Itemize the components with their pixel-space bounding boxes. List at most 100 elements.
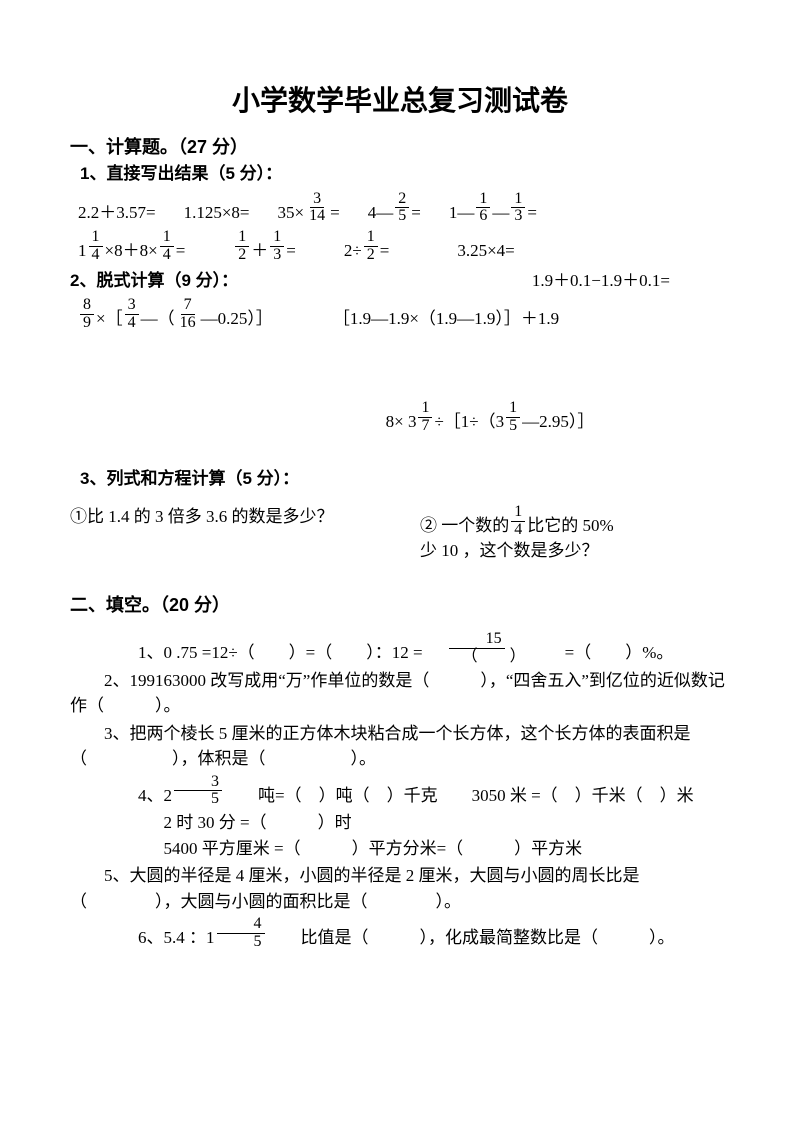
fill-q4d: 5400 平方厘米 =（ ）平方分米=（ ）平方米 xyxy=(164,836,731,862)
expr: ［1.9—1.9×（1.9—1.9）］＋1.9 xyxy=(333,306,559,332)
num: 1 xyxy=(476,191,490,209)
num: 3 xyxy=(125,297,139,315)
den: 2 xyxy=(364,247,378,264)
t: 4— xyxy=(368,200,394,226)
t: ÷［1÷（3 xyxy=(434,409,504,435)
num: 1 xyxy=(506,400,520,418)
t: 少 10 ，这个数是多少？ xyxy=(420,541,599,560)
fill-q4: 4、2 35 吨=（ ）吨（ ）千克 3050 米 =（ ）千米（ ）米 xyxy=(70,774,730,809)
num: 4 xyxy=(217,916,265,934)
expr: 1.125×8= xyxy=(184,200,250,226)
num: 1 xyxy=(511,504,525,522)
fraction: 89 xyxy=(80,297,94,332)
fill-q3: 3、把两个棱长 5 厘米的正方体木块粘合成一个长方体，这个长方体的表面积是（ ）… xyxy=(70,721,730,772)
den: 5 xyxy=(174,791,222,808)
den: 2 xyxy=(235,247,249,264)
expr: 12 ＋ 13 = xyxy=(233,229,296,264)
expr: 8× 3 17 ÷［1÷（3 15 —2.95）］ xyxy=(386,400,595,435)
t: 比它的 50% xyxy=(527,513,613,539)
fill-q4c: 2 时 30 分 =（ ）时 xyxy=(164,810,731,836)
t: 8× 3 xyxy=(386,409,417,435)
fraction: 314 xyxy=(306,191,328,226)
fill-q6: 6、5.4 ：1 45 比值是（ ），化成最简整数比是（ ）。 xyxy=(70,916,730,951)
t: ×［ xyxy=(96,306,123,332)
fraction: 14 xyxy=(160,229,174,264)
t: = xyxy=(411,200,421,226)
t: =（ ）%。 xyxy=(531,640,674,666)
t: 35× xyxy=(278,200,305,226)
den: 6 xyxy=(476,208,490,225)
t: = xyxy=(527,200,537,226)
fraction: 25 xyxy=(395,191,409,226)
t: 1— xyxy=(449,200,475,226)
fraction: 716 xyxy=(177,297,199,332)
expr: 89 ×［ 34 —（ 716 —0.25）］ xyxy=(78,297,273,332)
t: = xyxy=(330,200,340,226)
fill-q1: 1、0 .75 =12÷（ ）=（ ）：12 = 15（ ） =（ ）%。 xyxy=(70,631,730,666)
calc-row-4: 8× 3 17 ÷［1÷（3 15 —2.95）］ xyxy=(250,400,730,435)
fill-q2: 2、199163000 改写成用“万”作单位的数是（ ），“四舍五入”到亿位的近… xyxy=(70,668,730,719)
den: 4 xyxy=(511,522,525,539)
t: 比值是（ ），化成最简整数比是（ ）。 xyxy=(267,925,675,951)
expr: 1 14 ×8＋8× 14 = xyxy=(78,229,185,264)
num: 1 xyxy=(89,229,103,247)
t: —0.25）］ xyxy=(201,306,273,332)
den: 16 xyxy=(177,315,199,332)
fraction: 15 xyxy=(506,400,520,435)
den: 4 xyxy=(89,247,103,264)
num: 1 xyxy=(364,229,378,247)
den: 14 xyxy=(306,208,328,225)
den: 9 xyxy=(80,315,94,332)
fraction: 12 xyxy=(235,229,249,264)
t: — xyxy=(492,200,509,226)
word-problems: ①比 1.4 的 3 倍多 3.6 的数是多少？ ② 一个数的 14 比它的 5… xyxy=(70,504,730,564)
t: 6、5.4 ：1 xyxy=(104,925,215,951)
fraction: 12 xyxy=(364,229,378,264)
num: 1 xyxy=(160,229,174,247)
t: 2÷ xyxy=(344,238,362,264)
num: 1 xyxy=(270,229,284,247)
t: = xyxy=(286,238,296,264)
fraction: 35 xyxy=(174,774,222,809)
fill-q5: 5、大圆的半径是 4 厘米，小圆的半径是 2 厘米，大圆与小圆的周长比是（ ），… xyxy=(70,863,730,914)
den: 7 xyxy=(418,418,432,435)
t: ＋ xyxy=(251,238,268,264)
sub-1-1-heading: 1、直接写出结果（5 分）： xyxy=(80,161,730,187)
calc-row-1: 2.2＋3.57= 1.125×8= 35× 314 = 4— 25 = 1— … xyxy=(78,191,730,226)
den: 5 xyxy=(217,934,265,951)
fraction: 13 xyxy=(511,191,525,226)
expr: 3.25×4= xyxy=(457,238,514,264)
num: 3 xyxy=(310,191,324,209)
section-2-heading: 二、填空。（20 分） xyxy=(70,592,730,619)
fraction: 17 xyxy=(418,400,432,435)
t: —（ xyxy=(141,306,175,332)
num: 1 xyxy=(418,400,432,418)
num: 15 xyxy=(449,631,505,649)
page-title: 小学数学毕业总复习测试卷 xyxy=(70,80,730,122)
fraction: 45 xyxy=(217,916,265,951)
t: 吨=（ ）吨（ ）千克 3050 米 =（ ）千米（ ）米 xyxy=(224,783,694,809)
num: 3 xyxy=(174,774,222,792)
den: 4 xyxy=(125,315,139,332)
num: 7 xyxy=(181,297,195,315)
expr: 1.9＋0.1−1.9＋0.1= xyxy=(532,268,670,294)
den: 3 xyxy=(270,247,284,264)
num: 2 xyxy=(395,191,409,209)
fraction: 14 xyxy=(511,504,525,539)
fraction: 13 xyxy=(270,229,284,264)
den: （ ） xyxy=(425,649,529,666)
expr: 35× 314 = xyxy=(278,191,340,226)
expr: 4— 25 = xyxy=(368,191,421,226)
sub-1-3-heading: 3、列式和方程计算（5 分）： xyxy=(80,466,730,492)
den: 5 xyxy=(395,208,409,225)
expr: 2.2＋3.57= xyxy=(78,200,156,226)
t: 1、0 .75 =12÷（ ）=（ ）：12 = xyxy=(104,640,423,666)
t: = xyxy=(176,238,186,264)
num: 1 xyxy=(511,191,525,209)
q1: ①比 1.4 的 3 倍多 3.6 的数是多少？ xyxy=(70,504,380,530)
num: 8 xyxy=(80,297,94,315)
t: ×8＋8× xyxy=(105,238,158,264)
den: 4 xyxy=(160,247,174,264)
t: —2.95）］ xyxy=(522,409,594,435)
section-1-heading: 一、计算题。（27 分） xyxy=(70,134,730,161)
